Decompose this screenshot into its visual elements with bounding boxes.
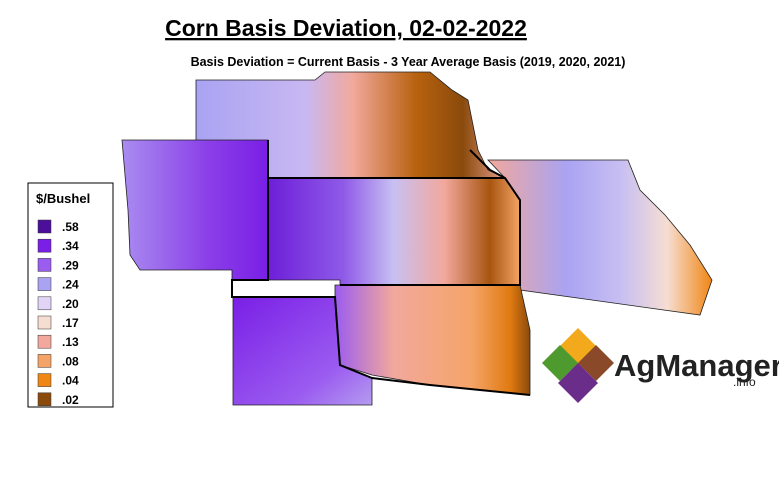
legend-swatch (37, 373, 52, 387)
legend-swatch (37, 296, 52, 311)
legend-swatch (37, 334, 52, 349)
legend-label: .29 (62, 258, 79, 272)
legend-swatch (37, 354, 52, 368)
legend-label: .13 (62, 335, 79, 349)
logo-name: AgManager (614, 348, 779, 383)
state-borders (231, 140, 531, 396)
legend-label: .17 (62, 316, 79, 330)
legend-label: .04 (62, 374, 79, 388)
border (231, 140, 531, 396)
legend-label: .24 (62, 278, 79, 292)
legend-label: .20 (62, 297, 79, 311)
legend-swatch (37, 315, 52, 330)
legend-title: $/Bushel (36, 191, 90, 206)
kansas (267, 177, 521, 291)
legend-swatch (37, 258, 52, 272)
legend-items: .58 .34 .29 .24 .20 .17 .13 .08 .04 .02 (37, 219, 79, 407)
legend-label: .34 (62, 239, 79, 253)
colorado (121, 139, 269, 281)
logo: AgManager .info (542, 328, 779, 403)
legend-label: .02 (62, 393, 79, 407)
legend-swatch (37, 392, 52, 407)
legend-swatch (37, 219, 52, 234)
title: Corn Basis Deviation, 02-02-2022 (165, 15, 527, 41)
logo-diamond (558, 363, 598, 403)
border (469, 149, 506, 179)
legend-label: .58 (62, 220, 79, 234)
legend-swatch (37, 277, 52, 291)
subtitle: Basis Deviation = Current Basis - 3 Year… (191, 55, 626, 69)
logo-suffix: .info (733, 375, 756, 389)
legend-label: .08 (62, 354, 79, 368)
legend-box (27, 182, 114, 408)
border (268, 177, 521, 286)
legend-swatch (37, 238, 52, 253)
